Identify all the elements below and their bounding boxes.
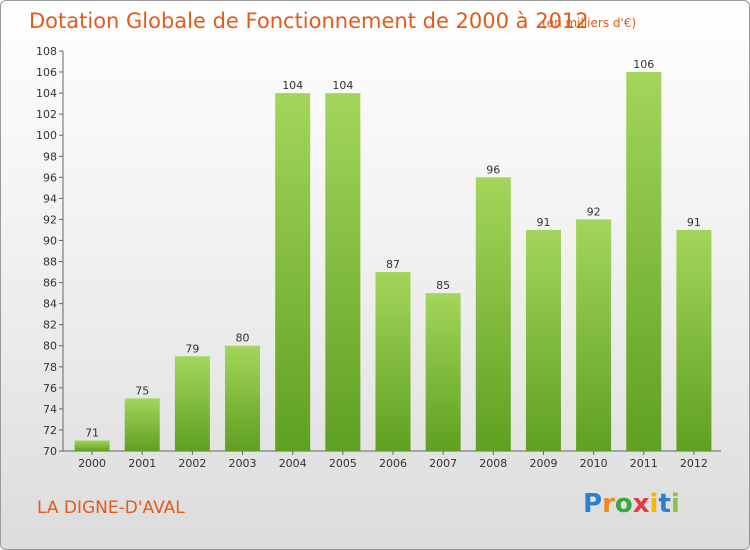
- x-tick-label: 2002: [178, 457, 206, 470]
- bar-2011[interactable]: [626, 72, 662, 451]
- data-label-2007: 85: [436, 279, 450, 292]
- y-tick-label: 94: [43, 192, 57, 205]
- data-label-2003: 80: [236, 332, 250, 345]
- logo-letter: P: [583, 489, 603, 519]
- proxiti-logo[interactable]: Proxiti: [583, 489, 680, 519]
- bar-2002[interactable]: [174, 356, 210, 451]
- x-tick-label: 2001: [128, 457, 156, 470]
- data-label-2011: 106: [633, 58, 654, 71]
- y-tick-label: 98: [43, 150, 57, 163]
- bar-2007[interactable]: [425, 293, 461, 451]
- x-tick-label: 2004: [279, 457, 307, 470]
- chart-title: Dotation Globale de Fonctionnement de 20…: [29, 9, 589, 33]
- bar-2005[interactable]: [325, 93, 361, 452]
- y-tick-label: 76: [43, 382, 57, 395]
- bar-2006[interactable]: [375, 272, 411, 451]
- data-label-2001: 75: [135, 384, 149, 397]
- x-tick-label: 2011: [630, 457, 658, 470]
- x-tick-label: 2006: [379, 457, 407, 470]
- y-tick-label: 82: [43, 319, 57, 332]
- bar-2009[interactable]: [525, 229, 561, 451]
- data-label-2009: 91: [536, 216, 550, 229]
- x-tick-label: 2000: [78, 457, 106, 470]
- data-label-2004: 104: [282, 79, 303, 92]
- data-label-2010: 92: [587, 205, 601, 218]
- x-tick-label: 2005: [329, 457, 357, 470]
- data-label-2012: 91: [687, 216, 701, 229]
- y-tick-label: 80: [43, 340, 57, 353]
- y-tick-label: 84: [43, 298, 57, 311]
- x-tick-label: 2008: [479, 457, 507, 470]
- logo-letter: i: [670, 489, 680, 519]
- data-label-2000: 71: [85, 426, 99, 439]
- bar-2008[interactable]: [475, 177, 511, 451]
- logo-letter: r: [602, 489, 615, 519]
- y-tick-label: 72: [43, 424, 57, 437]
- data-label-2006: 87: [386, 258, 400, 271]
- data-label-2008: 96: [486, 163, 500, 176]
- logo-letter: i: [649, 489, 659, 519]
- bar-2012[interactable]: [676, 229, 712, 451]
- y-tick-label: 70: [43, 445, 57, 458]
- data-label-2005: 104: [332, 79, 353, 92]
- bar-2001[interactable]: [124, 398, 160, 451]
- y-tick-label: 86: [43, 277, 57, 290]
- logo-letter: t: [658, 489, 671, 519]
- chart-subtitle: (en milliers d'€): [542, 16, 637, 30]
- x-tick-label: 2012: [680, 457, 708, 470]
- y-tick-label: 106: [36, 66, 57, 79]
- y-tick-label: 78: [43, 361, 57, 374]
- commune-name: LA DIGNE-D'AVAL: [37, 498, 185, 518]
- y-tick-label: 74: [43, 403, 57, 416]
- y-tick-label: 90: [43, 234, 57, 247]
- y-tick-label: 104: [36, 87, 57, 100]
- logo-letter: o: [614, 489, 633, 519]
- x-tick-label: 2007: [429, 457, 457, 470]
- bar-2000[interactable]: [74, 440, 110, 451]
- x-tick-label: 2010: [580, 457, 608, 470]
- y-tick-label: 102: [36, 108, 57, 121]
- y-tick-label: 96: [43, 171, 57, 184]
- bar-2004[interactable]: [275, 93, 311, 452]
- y-tick-label: 92: [43, 213, 57, 226]
- bar-2010[interactable]: [576, 219, 612, 451]
- y-tick-label: 100: [36, 129, 57, 142]
- y-tick-label: 88: [43, 256, 57, 269]
- x-tick-label: 2009: [529, 457, 557, 470]
- bar-2003[interactable]: [225, 345, 261, 451]
- logo-letter: x: [632, 489, 650, 519]
- y-tick-label: 108: [36, 45, 57, 58]
- data-label-2002: 79: [185, 342, 199, 355]
- x-tick-label: 2003: [229, 457, 257, 470]
